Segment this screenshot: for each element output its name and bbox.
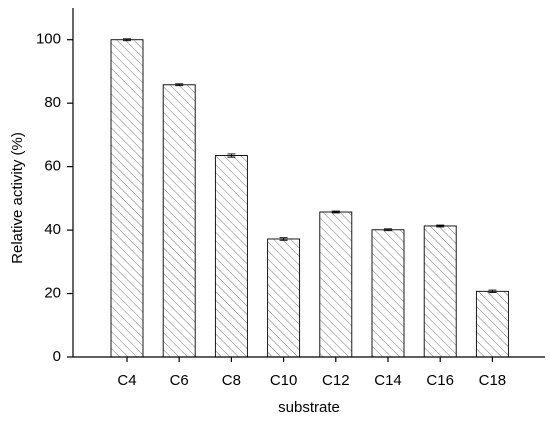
bar [423,225,457,358]
error-bar [175,83,184,87]
x-tick-label: C6 [170,372,189,389]
bar [110,39,144,358]
x-tick-label: C18 [479,372,507,389]
x-tick-label: C4 [117,372,136,389]
y-tick-label: 80 [44,94,61,111]
bar [319,211,353,358]
error-bar [488,289,497,294]
y-tick-label: 60 [44,158,61,175]
y-tick-label: 0 [53,348,61,365]
error-bar [331,210,340,214]
bar [267,238,301,358]
bar [371,229,405,358]
error-bar [279,237,288,241]
x-tick-label: C8 [222,372,241,389]
bar [162,84,196,358]
y-tick-label: 20 [44,285,61,302]
error-bar [227,153,236,158]
x-tick-label: C12 [322,372,350,389]
x-axis-title: substrate [278,399,340,416]
x-tick-label: C10 [270,372,298,389]
x-tick-label: C14 [374,372,402,389]
y-tick-label: 100 [36,31,61,48]
error-bar [384,228,392,232]
error-bar [123,38,131,42]
error-bar [436,224,445,228]
y-tick-label: 40 [44,221,61,238]
bar [475,290,509,358]
x-tick-label: C16 [426,372,454,389]
bar [214,155,248,358]
y-axis-title: Relative activity (%) [9,132,26,264]
